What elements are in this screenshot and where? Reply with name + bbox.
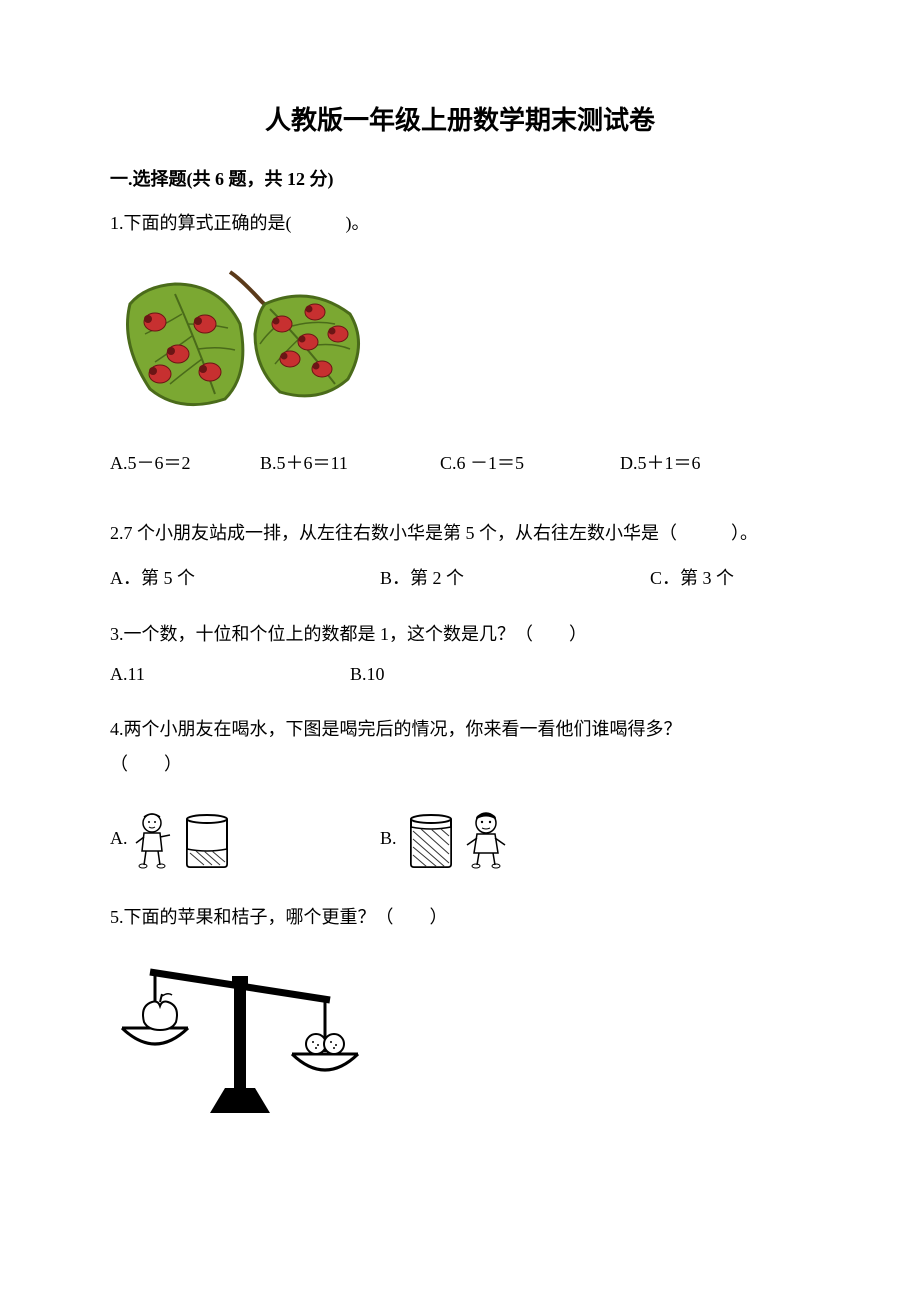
q3-option-a[interactable]: A.11	[110, 664, 350, 685]
section-header-1: 一.选择题(共 6 题，共 12 分)	[110, 165, 810, 191]
q1-option-a[interactable]: A.5－6＝2	[110, 449, 260, 475]
q4-option-b-label: B.	[380, 828, 397, 849]
question-4-text-2: （ ）	[110, 750, 810, 779]
question-2-options: A．第 5 个 B．第 2 个 C．第 3 个	[110, 564, 810, 590]
q1-option-c[interactable]: C.6 －1＝5	[440, 449, 620, 475]
question-1-image	[110, 254, 810, 429]
balance-scale-icon	[110, 948, 370, 1118]
kid-glass-a-icon	[132, 809, 242, 869]
kid-glass-b-icon	[401, 809, 521, 869]
q2-option-c[interactable]: C．第 3 个	[650, 564, 734, 590]
page-title: 人教版一年级上册数学期末测试卷	[110, 100, 810, 137]
q2-option-b[interactable]: B．第 2 个	[380, 564, 650, 590]
question-5-image	[110, 948, 810, 1123]
question-3-text: 3.一个数，十位和个位上的数都是 1，这个数是几？（ ）	[110, 620, 810, 649]
q1-option-b[interactable]: B.5＋6＝11	[260, 449, 440, 475]
question-1-options: A.5－6＝2 B.5＋6＝11 C.6 －1＝5 D.5＋1＝6	[110, 449, 810, 475]
question-4-text-1: 4.两个小朋友在喝水，下图是喝完后的情况，你来看一看他们谁喝得多？	[110, 715, 810, 744]
q4-option-b[interactable]: B.	[380, 809, 521, 869]
question-3-options: A.11 B.10	[110, 664, 810, 685]
question-4-options: A. B.	[110, 809, 810, 869]
question-1-text: 1.下面的算式正确的是( )。	[110, 209, 810, 238]
q1-option-d[interactable]: D.5＋1＝6	[620, 449, 701, 475]
question-2-text: 2.7 个小朋友站成一排，从左往右数小华是第 5 个，从右往左数小华是（ ）。	[110, 519, 810, 548]
leaves-ladybugs-icon	[110, 254, 370, 424]
q2-option-a[interactable]: A．第 5 个	[110, 564, 380, 590]
q4-option-a[interactable]: A.	[110, 809, 380, 869]
q4-option-a-label: A.	[110, 828, 128, 849]
q3-option-b[interactable]: B.10	[350, 664, 385, 685]
question-5-text: 5.下面的苹果和桔子，哪个更重？（ ）	[110, 903, 810, 932]
